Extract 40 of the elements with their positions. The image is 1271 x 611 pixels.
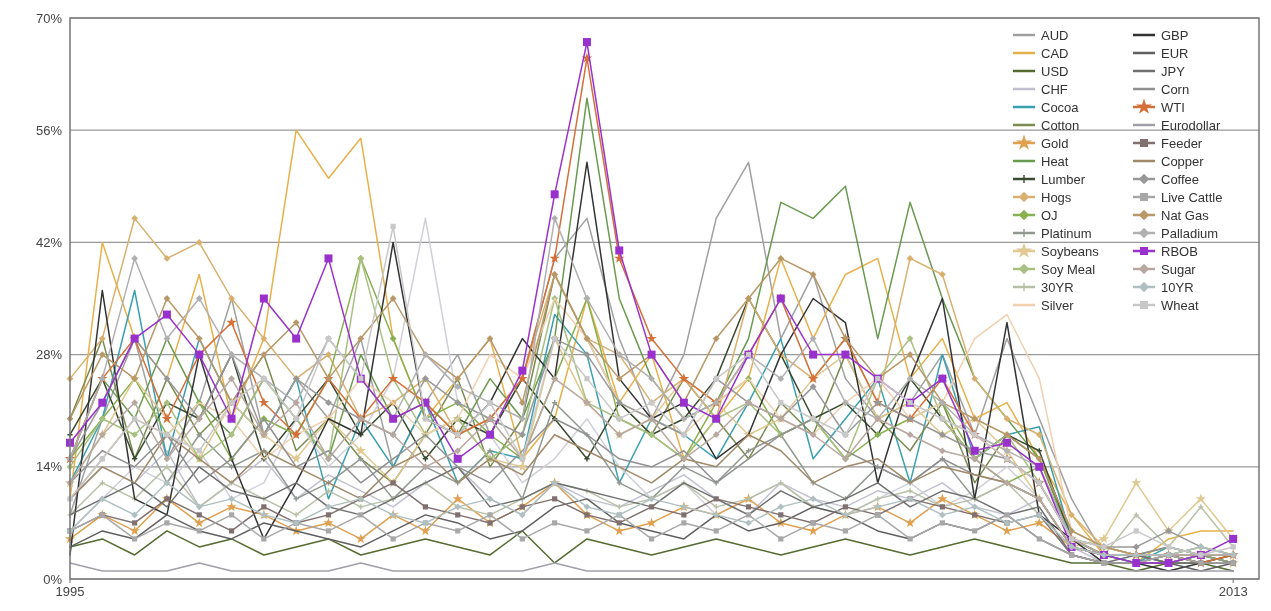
legend-label: Cotton bbox=[1041, 117, 1080, 133]
legend-label: CHF bbox=[1041, 81, 1068, 97]
legend-label: Copper bbox=[1161, 153, 1205, 169]
legend-label: CAD bbox=[1041, 45, 1069, 61]
legend-label: Cocoa bbox=[1041, 99, 1080, 115]
legend-label: Wheat bbox=[1161, 297, 1199, 313]
legend-label: WTI bbox=[1161, 99, 1185, 115]
legend-label: Coffee bbox=[1161, 171, 1200, 187]
legend-label: Hogs bbox=[1041, 189, 1072, 205]
y-tick-label: 0% bbox=[43, 571, 63, 587]
legend-label: Gold bbox=[1041, 135, 1069, 151]
y-tick-label: 70% bbox=[35, 10, 63, 26]
legend-label: USD bbox=[1041, 63, 1069, 79]
legend-label: GBP bbox=[1161, 27, 1189, 43]
x-tick-label: 2013 bbox=[1218, 584, 1248, 599]
legend-label: Eurodollar bbox=[1161, 117, 1221, 133]
x-tick-label: 1995 bbox=[55, 584, 85, 599]
legend-label: Soybeans bbox=[1041, 243, 1100, 259]
legend-label: Platinum bbox=[1041, 225, 1092, 241]
legend-label: RBOB bbox=[1161, 243, 1198, 259]
legend-label: Live Cattle bbox=[1161, 189, 1223, 205]
legend-label: 30YR bbox=[1041, 279, 1074, 295]
y-tick-label: 42% bbox=[35, 234, 63, 250]
legend-label: Sugar bbox=[1161, 261, 1197, 277]
legend-label: 10YR bbox=[1161, 279, 1194, 295]
legend-label: Silver bbox=[1041, 297, 1075, 313]
y-tick-label: 28% bbox=[35, 347, 63, 363]
legend-label: Palladium bbox=[1161, 225, 1219, 241]
legend-label: Soy Meal bbox=[1041, 261, 1096, 277]
legend-label: EUR bbox=[1161, 45, 1189, 61]
legend-label: Corn bbox=[1161, 81, 1190, 97]
legend-label: Heat bbox=[1041, 153, 1069, 169]
legend-label: Feeder bbox=[1161, 135, 1203, 151]
y-tick-label: 14% bbox=[35, 459, 63, 475]
y-tick-label: 56% bbox=[35, 122, 63, 138]
legend-label: AUD bbox=[1041, 27, 1069, 43]
legend-label: JPY bbox=[1161, 63, 1186, 79]
legend-label: Nat Gas bbox=[1161, 207, 1210, 223]
legend-label: Lumber bbox=[1041, 171, 1086, 187]
legend-label: OJ bbox=[1041, 207, 1058, 223]
